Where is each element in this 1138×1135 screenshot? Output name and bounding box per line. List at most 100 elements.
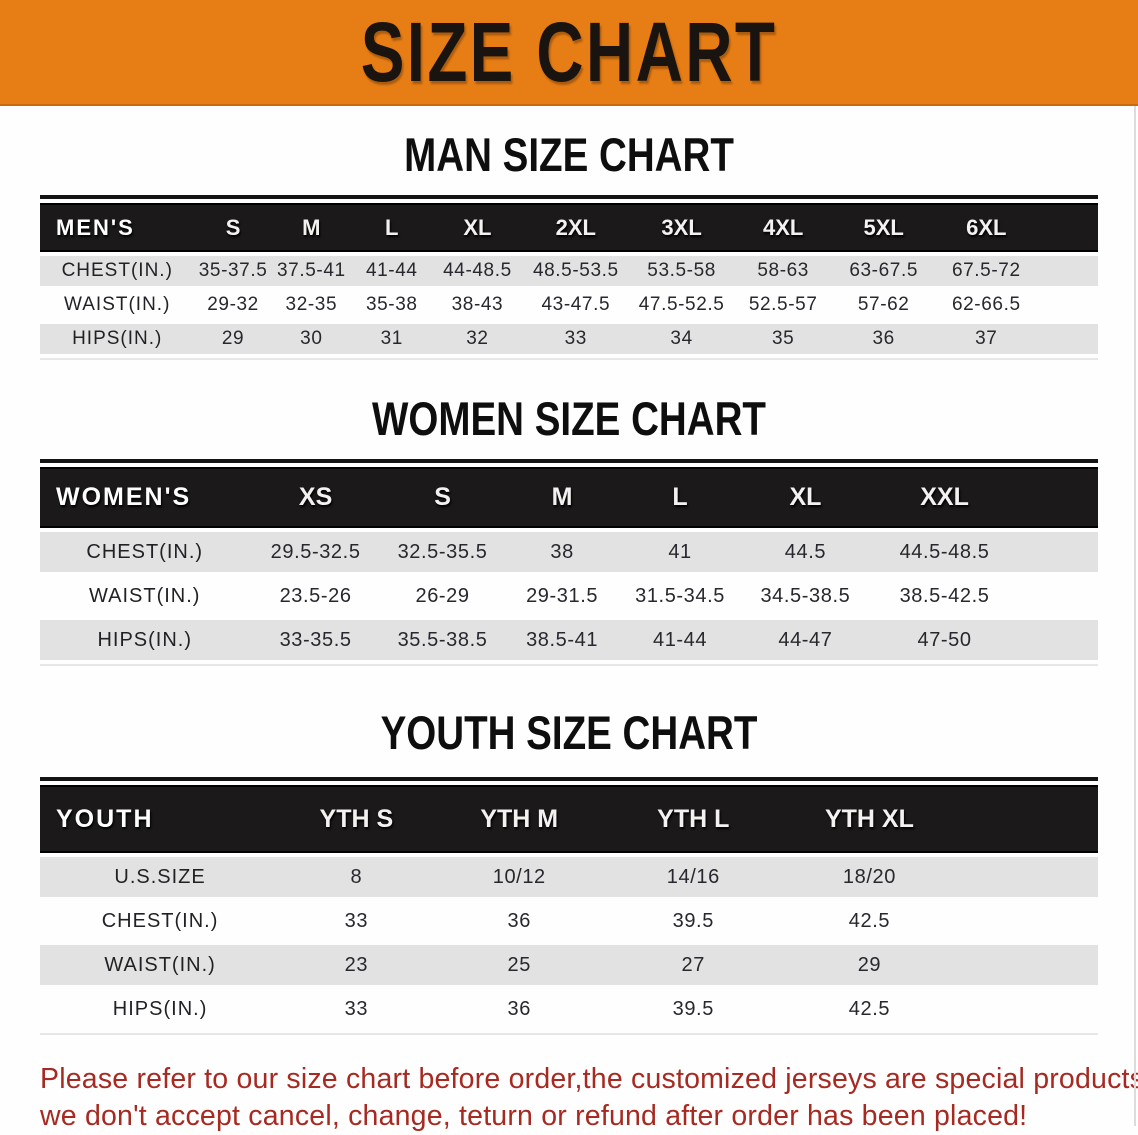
men-hips-row: HIPS(IN.) 29 30 31 32 33 34 35 36 37 bbox=[40, 324, 1098, 354]
size-value-cell: 35 bbox=[733, 324, 833, 354]
size-value-cell: 35-37.5 bbox=[194, 256, 272, 286]
men-table-bottom-rule bbox=[40, 358, 1098, 360]
disclaimer-line-2: we don't accept cancel, change, teturn o… bbox=[40, 1100, 1028, 1132]
size-value-cell: 33 bbox=[344, 997, 369, 1020]
size-value-cell: 31.5-34.5 bbox=[635, 584, 726, 607]
size-col-header: L bbox=[351, 203, 433, 252]
size-col-header: XXL bbox=[871, 467, 1018, 528]
size-value-cell: 32-35 bbox=[285, 294, 338, 315]
size-value-cell: 38.5-42.5 bbox=[899, 584, 990, 607]
row-label: WAIST(IN.) bbox=[64, 294, 171, 315]
size-value-cell: 38-43 bbox=[451, 294, 504, 315]
size-value-cell: 8 bbox=[280, 857, 433, 897]
size-value-cell: 41-44 bbox=[620, 620, 740, 660]
size-col-header: XS bbox=[249, 467, 382, 528]
size-col-header: S bbox=[194, 203, 272, 252]
size-value-cell: 29.5-32.5 bbox=[249, 532, 382, 572]
size-col-header: 4XL bbox=[733, 203, 833, 252]
size-value-cell: 52.5-57 bbox=[748, 294, 818, 315]
size-value-cell: 53.5-58 bbox=[629, 256, 734, 286]
size-value-cell: 57-62 bbox=[857, 294, 910, 315]
spacer-cell bbox=[1037, 324, 1098, 354]
women-size-table: WOMEN'S XS S M L XL XXL CHEST(IN.) 29.5-… bbox=[40, 463, 1098, 664]
size-col-header: YTH XL bbox=[780, 785, 959, 853]
women-section-heading: WOMEN SIZE CHART bbox=[372, 392, 766, 445]
women-waist-row: WAIST(IN.) 23.5-26 26-29 29-31.5 31.5-34… bbox=[40, 576, 1098, 616]
size-col-header: 3XL bbox=[629, 203, 734, 252]
size-value-cell: 37.5-41 bbox=[271, 256, 352, 286]
youth-hips-row: HIPS(IN.) 33 36 39.5 42.5 bbox=[40, 989, 1098, 1029]
spacer-cell bbox=[958, 945, 1098, 985]
men-size-table: MEN'S S M L XL 2XL 3XL 4XL 5XL 6XL CHEST… bbox=[40, 199, 1098, 358]
spacer-cell bbox=[1037, 203, 1098, 252]
size-value-cell: 29-31.5 bbox=[526, 584, 599, 607]
size-value-cell: 18/20 bbox=[780, 857, 959, 897]
size-value-cell: 26-29 bbox=[415, 584, 470, 607]
size-col-header: 5XL bbox=[832, 203, 935, 252]
size-value-cell: 36 bbox=[832, 324, 935, 354]
size-value-cell: 34.5-38.5 bbox=[760, 584, 851, 607]
size-value-cell: 33 bbox=[522, 324, 630, 354]
row-label: CHEST(IN.) bbox=[101, 909, 219, 932]
size-value-cell: 41 bbox=[620, 532, 740, 572]
size-value-cell: 47-50 bbox=[871, 620, 1018, 660]
men-chest-row: CHEST(IN.) 35-37.5 37.5-41 41-44 44-48.5… bbox=[40, 256, 1098, 286]
size-value-cell: 58-63 bbox=[733, 256, 833, 286]
row-label: WAIST(IN.) bbox=[89, 584, 201, 607]
size-value-cell: 29 bbox=[194, 324, 272, 354]
youth-ussize-row: U.S.SIZE 8 10/12 14/16 18/20 bbox=[40, 857, 1098, 897]
size-value-cell: 29 bbox=[780, 945, 959, 985]
women-table-top-rule bbox=[40, 459, 1098, 463]
size-value-cell: 30 bbox=[271, 324, 352, 354]
size-value-cell: 29-32 bbox=[207, 294, 259, 315]
size-value-cell: 36 bbox=[507, 997, 531, 1020]
row-label: U.S.SIZE bbox=[40, 857, 281, 897]
size-value-cell: 14/16 bbox=[606, 857, 781, 897]
men-waist-row: WAIST(IN.) 29-32 32-35 35-38 38-43 43-47… bbox=[40, 290, 1098, 320]
size-value-cell: 62-66.5 bbox=[951, 294, 1021, 315]
size-value-cell: 39.5 bbox=[672, 997, 714, 1020]
women-chest-row: CHEST(IN.) 29.5-32.5 32.5-35.5 38 41 44.… bbox=[40, 532, 1098, 572]
row-label: WAIST(IN.) bbox=[40, 945, 281, 985]
size-value-cell: 32 bbox=[432, 324, 523, 354]
spacer-cell bbox=[958, 989, 1098, 1029]
size-value-cell: 44.5-48.5 bbox=[871, 532, 1018, 572]
size-value-cell: 33 bbox=[344, 909, 369, 932]
youth-table-top-rule bbox=[40, 777, 1098, 781]
size-value-cell: 37 bbox=[934, 324, 1038, 354]
youth-table-wrap: YOUTH YTH S YTH M YTH L YTH XL U.S.SIZE … bbox=[40, 777, 1098, 1035]
size-value-cell: 38 bbox=[503, 532, 621, 572]
men-table-top-rule bbox=[40, 195, 1098, 199]
row-label: CHEST(IN.) bbox=[40, 532, 250, 572]
youth-waist-row: WAIST(IN.) 23 25 27 29 bbox=[40, 945, 1098, 985]
size-value-cell: 25 bbox=[432, 945, 606, 985]
right-edge-line bbox=[1134, 106, 1136, 1126]
size-value-cell: 35-38 bbox=[365, 294, 418, 315]
women-header-row: WOMEN'S XS S M L XL XXL bbox=[40, 467, 1098, 528]
women-table-wrap: WOMEN'S XS S M L XL XXL CHEST(IN.) 29.5-… bbox=[40, 459, 1098, 666]
spacer-cell bbox=[1038, 290, 1098, 320]
size-value-cell: 23.5-26 bbox=[279, 584, 352, 607]
youth-table-bottom-rule bbox=[40, 1033, 1098, 1035]
spacer-cell bbox=[958, 901, 1098, 941]
women-hips-row: HIPS(IN.) 33-35.5 35.5-38.5 38.5-41 41-4… bbox=[40, 620, 1098, 660]
spacer-cell bbox=[1017, 620, 1098, 660]
row-label: HIPS(IN.) bbox=[112, 997, 208, 1020]
size-col-header: L bbox=[620, 467, 740, 528]
size-value-cell: 38.5-41 bbox=[503, 620, 621, 660]
size-col-header: YTH S bbox=[280, 785, 433, 853]
size-col-header: XL bbox=[739, 467, 872, 528]
size-col-header: 6XL bbox=[934, 203, 1038, 252]
size-value-cell: 35.5-38.5 bbox=[381, 620, 504, 660]
women-table-bottom-rule bbox=[40, 664, 1098, 666]
size-value-cell: 48.5-53.5 bbox=[522, 256, 630, 286]
youth-group-label: YOUTH bbox=[40, 785, 281, 853]
size-value-cell: 34 bbox=[629, 324, 734, 354]
youth-size-table: YOUTH YTH S YTH M YTH L YTH XL U.S.SIZE … bbox=[40, 781, 1098, 1033]
size-col-header: XL bbox=[432, 203, 523, 252]
women-group-label: WOMEN'S bbox=[40, 467, 250, 528]
men-group-label: MEN'S bbox=[40, 203, 195, 252]
size-value-cell: 36 bbox=[507, 909, 531, 932]
spacer-cell bbox=[1037, 256, 1098, 286]
disclaimer-line-1: Please refer to our size chart before or… bbox=[40, 1063, 1138, 1095]
